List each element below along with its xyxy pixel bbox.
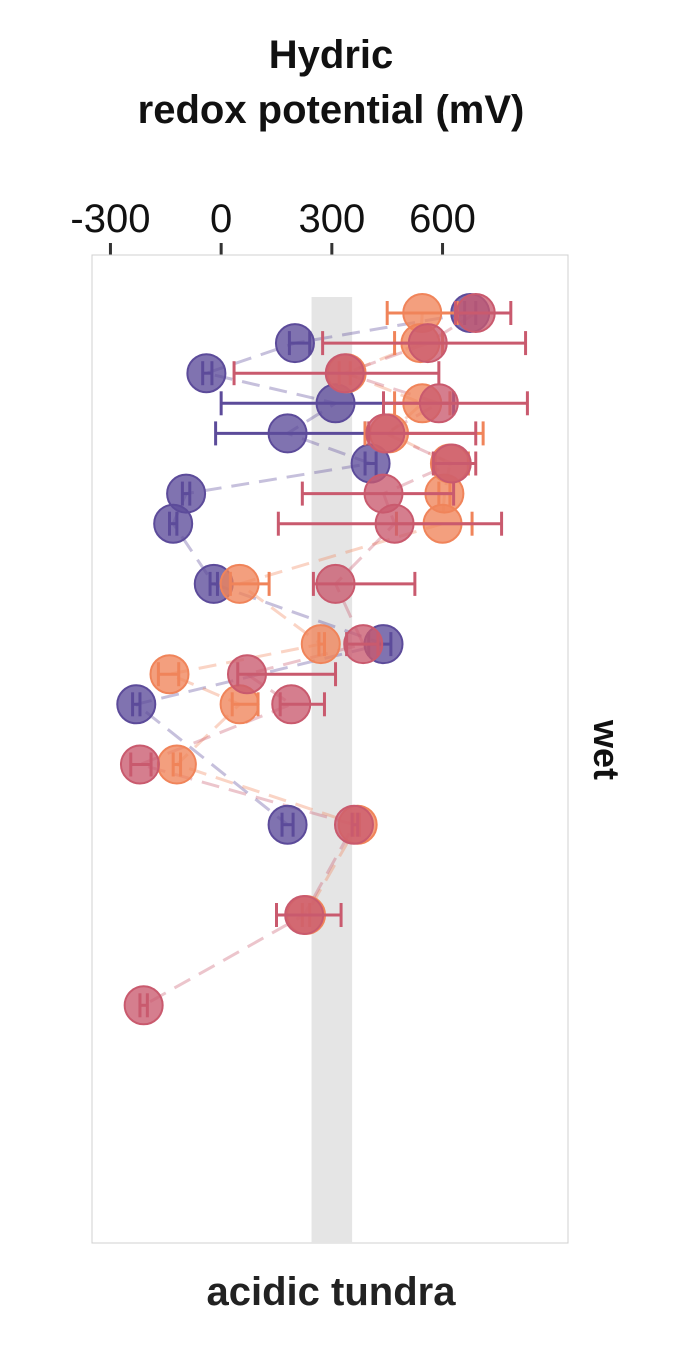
series-1-point (219, 563, 271, 604)
series-2-point (274, 895, 343, 935)
chart-title-line-1: Hydric (269, 33, 394, 77)
x-tick-label: 300 (298, 197, 365, 241)
data-points (116, 293, 529, 1026)
series-2-point (311, 563, 417, 604)
x-axis: -300 0 300 600 (70, 197, 476, 255)
reference-band (311, 297, 353, 1243)
series-0-point (274, 323, 315, 364)
series-0-point (166, 473, 207, 514)
facet-label: wet (586, 719, 627, 780)
x-tick-label: -300 (70, 197, 150, 241)
series-2-point (276, 503, 504, 544)
chart-title-line-2: redox potential (mV) (138, 88, 525, 132)
series-2-point (453, 293, 513, 333)
series-0-point (186, 353, 227, 394)
series-0-point (350, 443, 391, 484)
series-2-point (431, 443, 478, 484)
series-2-point (123, 985, 164, 1026)
series-2-point (119, 744, 160, 785)
x-tick-label: 0 (210, 197, 232, 241)
series-1-point (300, 624, 341, 665)
series-2-point (300, 473, 456, 514)
series-2-point (232, 353, 441, 394)
series-2-point (271, 684, 326, 725)
series-2-point (321, 323, 528, 364)
series-2-point (343, 624, 384, 665)
series-2-point (226, 654, 338, 695)
series-2-point (382, 383, 529, 424)
x-axis-label: acidic tundra (207, 1270, 457, 1314)
series-0-point (267, 804, 308, 845)
series-1-point (156, 744, 197, 785)
series-2-point (365, 413, 478, 454)
series-0-point (153, 503, 194, 544)
series-1-point (219, 684, 260, 725)
x-tick-label: 600 (409, 197, 476, 241)
series-0-point (116, 684, 157, 725)
series-1-point (149, 654, 190, 695)
series-2-point (333, 804, 374, 845)
